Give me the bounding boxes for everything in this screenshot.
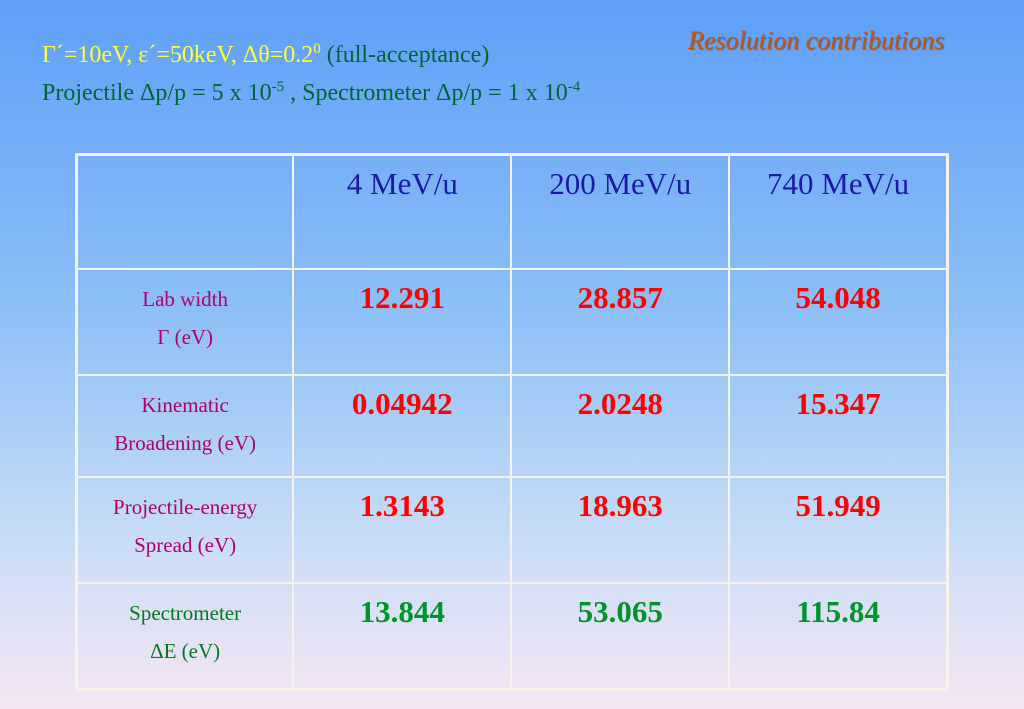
- value-cell: 1.3143: [292, 476, 513, 584]
- row-label-line1: Spectrometer: [129, 601, 242, 625]
- spectrometer-momentum-spread: , Spectrometer Δp/p = 1 x 10: [284, 80, 568, 106]
- cell-value: 54.048: [795, 280, 881, 315]
- resolution-parameters: Γ´=10eV, ε´=50keV, Δθ=0.2: [42, 42, 314, 68]
- momentum-spread-line: Projectile Δp/p = 5 x 10-5 , Spectromete…: [42, 72, 580, 108]
- value-cell: 12.291: [292, 268, 513, 376]
- table-header-row: 4 MeV/u 200 MeV/u 740 MeV/u: [75, 153, 949, 270]
- value-cell: 51.949: [728, 476, 949, 584]
- acceptance-note: (full-acceptance): [320, 42, 490, 68]
- column-header: 200 MeV/u: [549, 166, 692, 201]
- cell-value: 12.291: [359, 280, 445, 315]
- header-cell-200mev: 200 MeV/u: [510, 153, 731, 270]
- row-label-cell: Spectrometer ΔE (eV): [75, 582, 295, 691]
- value-cell: 13.844: [292, 582, 513, 691]
- value-cell: 28.857: [510, 268, 731, 376]
- value-cell: 15.347: [728, 374, 949, 478]
- slide-title: Resolution contributions: [688, 26, 945, 55]
- projectile-exponent: -5: [271, 79, 285, 95]
- cell-value: 2.0248: [577, 386, 663, 421]
- column-header: 4 MeV/u: [346, 166, 458, 201]
- row-label-line2: Γ (eV): [157, 325, 214, 349]
- header-cell-740mev: 740 MeV/u: [728, 153, 949, 270]
- value-cell: 2.0248: [510, 374, 731, 478]
- cell-value: 53.065: [577, 594, 663, 629]
- value-cell: 115.84: [728, 582, 949, 691]
- row-label-line2: Broadening (eV): [114, 431, 256, 455]
- cell-value: 1.3143: [359, 488, 445, 523]
- column-header: 740 MeV/u: [767, 166, 910, 201]
- row-label-cell: Lab width Γ (eV): [75, 268, 295, 376]
- value-cell: 0.04942: [292, 374, 513, 478]
- spectrometer-exponent: -4: [567, 79, 581, 95]
- cell-value: 15.347: [795, 386, 881, 421]
- cell-value: 0.04942: [351, 386, 453, 421]
- resolution-table: 4 MeV/u 200 MeV/u 740 MeV/u Lab width Γ …: [75, 153, 949, 691]
- header-corner-cell: [75, 153, 295, 270]
- header-cell-4mev: 4 MeV/u: [292, 153, 513, 270]
- table-row: Projectile-energy Spread (eV) 1.3143 18.…: [75, 476, 949, 584]
- row-label-cell: Projectile-energy Spread (eV): [75, 476, 295, 584]
- cell-value: 115.84: [796, 594, 880, 629]
- table-row: Lab width Γ (eV) 12.291 28.857 54.048: [75, 268, 949, 376]
- row-label-line2: Spread (eV): [134, 533, 237, 557]
- cell-value: 18.963: [577, 488, 663, 523]
- row-label-line1: Lab width: [142, 287, 228, 311]
- angle-exponent: 0: [313, 41, 321, 57]
- row-label-line2: ΔE (eV): [150, 639, 221, 663]
- cell-value: 28.857: [577, 280, 663, 315]
- value-cell: 53.065: [510, 582, 731, 691]
- table-row: Kinematic Broadening (eV) 0.04942 2.0248…: [75, 374, 949, 478]
- row-label-line1: Projectile-energy: [113, 495, 258, 519]
- cell-value: 13.844: [359, 594, 445, 629]
- table-row: Spectrometer ΔE (eV) 13.844 53.065 115.8…: [75, 582, 949, 691]
- row-label-line1: Kinematic: [141, 393, 229, 417]
- value-cell: 54.048: [728, 268, 949, 376]
- row-label-cell: Kinematic Broadening (eV): [75, 374, 295, 478]
- projectile-momentum-spread: Projectile Δp/p = 5 x 10: [42, 80, 272, 106]
- value-cell: 18.963: [510, 476, 731, 584]
- cell-value: 51.949: [795, 488, 881, 523]
- parameters-line: Γ´=10eV, ε´=50keV, Δθ=0.20 (full-accepta…: [42, 34, 489, 70]
